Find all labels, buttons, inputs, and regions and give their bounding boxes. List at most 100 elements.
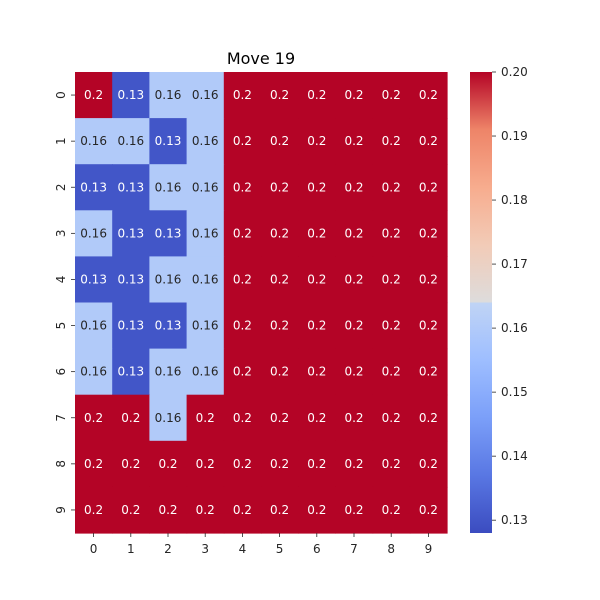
colorbar-tick-label: 0.16	[501, 321, 528, 335]
heatmap-cell	[372, 486, 411, 534]
cell-value-label: 0.2	[419, 457, 438, 471]
cell-value-label: 0.2	[270, 503, 289, 517]
y-tick-label: 2	[54, 183, 68, 191]
cell-value-label: 0.2	[382, 272, 401, 286]
heatmap-cell	[112, 440, 150, 488]
heatmap-cell	[261, 348, 299, 396]
cell-value-label: 0.2	[233, 88, 252, 102]
cell-value-label: 0.2	[158, 457, 177, 471]
cell-value-label: 0.2	[84, 88, 103, 102]
cell-value-label: 0.2	[121, 457, 140, 471]
heatmap-cell	[261, 486, 299, 534]
cell-value-label: 0.2	[344, 272, 363, 286]
cell-value-label: 0.2	[84, 457, 103, 471]
heatmap-cell	[409, 440, 448, 488]
cell-value-label: 0.2	[307, 180, 326, 194]
heatmap-cell	[112, 394, 150, 442]
cell-value-label: 0.2	[233, 272, 252, 286]
heatmap-cell	[149, 394, 188, 442]
heatmap-cell	[223, 486, 262, 534]
heatmap-cell	[261, 256, 299, 304]
cell-value-label: 0.2	[233, 457, 252, 471]
heatmap-cell	[186, 486, 225, 534]
cell-value-label: 0.2	[121, 503, 140, 517]
heatmap-cell	[112, 486, 150, 534]
heatmap-cell	[149, 164, 188, 211]
cell-value-label: 0.2	[270, 365, 289, 379]
cell-value-label: 0.2	[307, 503, 326, 517]
heatmap-cell	[335, 348, 374, 396]
heatmap-cell	[186, 256, 225, 304]
heatmap-cell	[372, 348, 411, 396]
heatmap-cell	[75, 72, 113, 119]
cell-value-label: 0.2	[419, 272, 438, 286]
heatmap-cell	[149, 72, 188, 119]
heatmap-cell	[112, 348, 150, 396]
cell-value-label: 0.16	[80, 319, 107, 333]
cell-value-label: 0.16	[155, 411, 182, 425]
heatmap-cell	[298, 72, 336, 119]
heatmap-cell	[149, 256, 188, 304]
cell-value-label: 0.2	[307, 319, 326, 333]
y-tick-label: 5	[54, 322, 68, 330]
cell-value-label: 0.13	[80, 272, 107, 286]
cell-value-label: 0.2	[270, 319, 289, 333]
cell-value-label: 0.13	[155, 226, 182, 240]
cell-value-label: 0.2	[419, 180, 438, 194]
y-tick-label: 0	[54, 91, 68, 99]
x-tick-label: 4	[239, 542, 247, 556]
heatmap-cell	[335, 486, 374, 534]
heatmap-cell	[372, 302, 411, 350]
cell-value-label: 0.16	[155, 180, 182, 194]
heatmap-cell	[223, 440, 262, 488]
cell-value-label: 0.2	[344, 411, 363, 425]
colorbar-tick-label: 0.17	[501, 257, 528, 271]
heatmap-cell	[261, 164, 299, 211]
x-tick-label: 1	[127, 542, 135, 556]
cell-value-label: 0.2	[196, 503, 215, 517]
cell-value-label: 0.13	[117, 180, 144, 194]
cell-value-label: 0.13	[117, 88, 144, 102]
cell-value-label: 0.2	[382, 88, 401, 102]
heatmap-cell	[223, 256, 262, 304]
x-axis: 0 1 2 3 4 5 6 7 8 9	[90, 533, 432, 556]
heatmap-cell	[186, 302, 225, 350]
cell-value-label: 0.2	[344, 457, 363, 471]
cell-value-label: 0.2	[419, 503, 438, 517]
heatmap-cell	[409, 348, 448, 396]
heatmap-cell	[409, 210, 448, 257]
heatmap-cell	[112, 302, 150, 350]
heatmap-cell	[372, 256, 411, 304]
cell-value-label: 0.16	[117, 134, 144, 148]
cell-value-label: 0.2	[419, 319, 438, 333]
cell-value-label: 0.16	[192, 272, 219, 286]
cell-value-label: 0.2	[382, 226, 401, 240]
heatmap-cell	[75, 302, 113, 350]
cell-value-label: 0.16	[155, 272, 182, 286]
cell-value-label: 0.2	[419, 411, 438, 425]
heatmap-cell	[261, 118, 299, 165]
cell-value-label: 0.2	[344, 134, 363, 148]
cell-value-label: 0.16	[80, 226, 107, 240]
cell-value-label: 0.2	[233, 365, 252, 379]
heatmap-cell	[409, 486, 448, 534]
x-tick-label: 2	[164, 542, 172, 556]
x-tick-label: 0	[90, 542, 98, 556]
cell-value-label: 0.16	[192, 365, 219, 379]
heatmap-cell	[149, 302, 188, 350]
heatmap-cell	[75, 118, 113, 165]
heatmap-cell	[186, 164, 225, 211]
heatmap-cell	[112, 72, 150, 119]
cell-value-label: 0.2	[307, 365, 326, 379]
y-axis: 0 1 2 3 4 5 6 7 8 9	[54, 91, 75, 514]
cell-value-label: 0.2	[382, 134, 401, 148]
y-tick-label: 6	[54, 368, 68, 376]
heatmap-cell	[409, 302, 448, 350]
cell-value-label: 0.2	[344, 319, 363, 333]
cell-value-label: 0.13	[155, 319, 182, 333]
heatmap-cell	[149, 486, 188, 534]
cell-value-label: 0.16	[155, 88, 182, 102]
heatmap-cell	[335, 394, 374, 442]
cell-value-label: 0.2	[419, 365, 438, 379]
heatmap-cell	[372, 72, 411, 119]
